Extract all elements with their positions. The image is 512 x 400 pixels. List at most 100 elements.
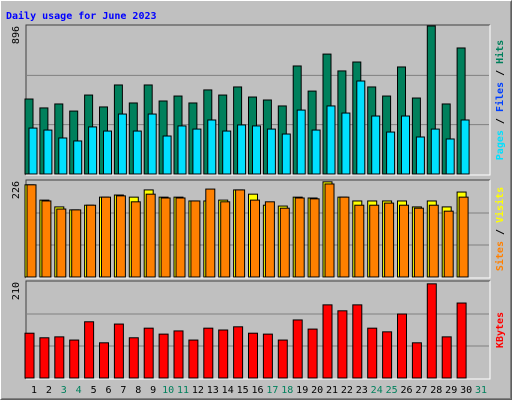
bar [173, 330, 184, 379]
legend-separator: / [495, 112, 506, 130]
chart-title: Daily usage for June 2023 [6, 10, 157, 22]
bar [71, 209, 82, 278]
bar [41, 200, 52, 278]
bar [281, 133, 291, 175]
x-tick-label: 27 [415, 385, 427, 396]
bar [443, 210, 454, 278]
bar [222, 130, 232, 175]
legend-separator: / [495, 64, 506, 82]
x-tick-label: 20 [311, 385, 323, 396]
x-tick-label: 29 [445, 385, 457, 396]
panel-bevel [26, 180, 491, 279]
bar [367, 327, 378, 379]
bar [401, 115, 410, 175]
bar [113, 323, 124, 379]
bar [262, 333, 273, 379]
bar [130, 201, 141, 278]
bar [292, 319, 303, 379]
bar [426, 283, 437, 379]
x-tick-label: 22 [341, 385, 353, 396]
bar [235, 189, 246, 278]
bar [371, 115, 381, 175]
x-tick-label: 23 [356, 385, 368, 396]
bar [382, 331, 393, 379]
bar [115, 195, 126, 278]
legend-entry: KBytes [495, 312, 506, 348]
bar [101, 196, 111, 278]
x-tick-label: 10 [162, 385, 174, 396]
bar [352, 304, 363, 379]
bar [460, 119, 470, 175]
bar [203, 327, 214, 379]
bar [384, 202, 395, 278]
legend-entry: Pages [495, 130, 506, 160]
x-tick-label: 26 [400, 385, 412, 396]
bar [188, 339, 199, 379]
bar [117, 113, 127, 175]
bar [54, 336, 65, 379]
x-tick-label: 8 [135, 385, 141, 396]
x-tick-label: 12 [192, 385, 204, 396]
bar [73, 140, 83, 175]
bar [428, 204, 439, 278]
bar [264, 201, 275, 278]
bar [354, 204, 365, 278]
bar [311, 129, 321, 175]
y-tick-label: 896 [11, 26, 22, 44]
legend-separator: / [495, 223, 506, 241]
legend: KBytes [495, 312, 506, 348]
bar [386, 131, 396, 175]
bar [143, 327, 154, 379]
bar [397, 313, 407, 379]
bar [147, 113, 157, 175]
bar [99, 342, 109, 379]
bar [356, 80, 366, 175]
x-tick-label: 24 [371, 385, 383, 396]
bar [399, 204, 409, 278]
x-tick-label: 19 [296, 385, 308, 396]
bar [458, 196, 469, 278]
x-tick-label: 15 [237, 385, 249, 396]
bar [26, 184, 37, 278]
x-tick-label: 14 [222, 385, 234, 396]
bar [39, 337, 50, 379]
bar [441, 336, 452, 379]
x-tick-label: 18 [281, 385, 293, 396]
bar [296, 109, 306, 175]
bar [456, 302, 467, 379]
y-tick-label: 210 [11, 282, 22, 300]
bar [43, 129, 53, 175]
legend: Pages / Files / Hits [494, 40, 506, 160]
bar [430, 128, 440, 175]
bar [250, 199, 260, 278]
bar [337, 310, 348, 379]
legend-entry: Hits [494, 40, 506, 64]
x-tick-label: 2 [46, 385, 52, 396]
bar [322, 304, 333, 379]
bar [307, 328, 318, 379]
bar [277, 339, 288, 379]
bar [205, 188, 216, 278]
bar [413, 207, 424, 278]
x-tick-label: 21 [326, 385, 338, 396]
bar [218, 329, 229, 379]
bar [190, 200, 201, 278]
x-tick-label: 16 [251, 385, 263, 396]
bar [411, 342, 422, 379]
bar [207, 119, 217, 175]
x-tick-label: 17 [266, 385, 278, 396]
x-tick-label: 3 [61, 385, 67, 396]
x-tick-label: 28 [430, 385, 442, 396]
bar [145, 193, 156, 278]
bar [266, 128, 276, 175]
bar [445, 138, 455, 175]
bar [237, 124, 247, 175]
bar [326, 105, 336, 175]
x-tick-label: 9 [150, 385, 156, 396]
bar [415, 136, 425, 175]
legend-entry: Files [494, 82, 506, 112]
panel-bevel [26, 281, 491, 380]
bar [279, 207, 290, 278]
